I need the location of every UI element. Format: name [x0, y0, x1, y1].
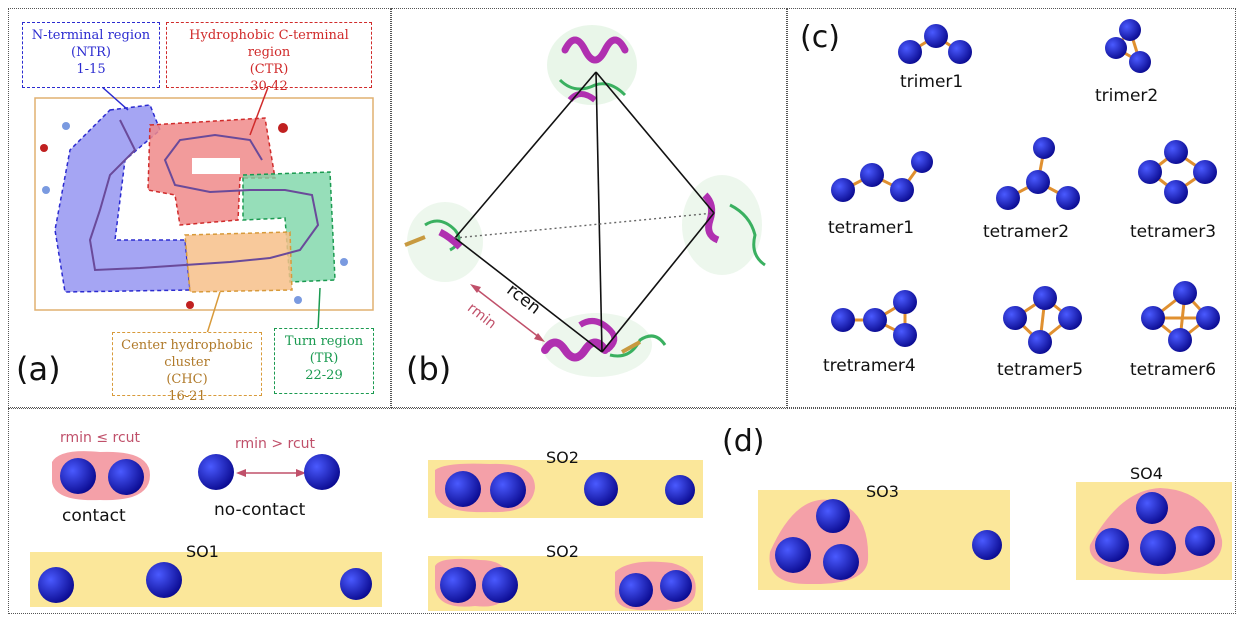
ctr-title: Hydrophobic C-terminal region: [189, 28, 349, 60]
label-tetramer3: tetramer3: [1130, 222, 1217, 242]
panel-d: [8, 408, 1236, 614]
ntr-title: N-terminal region: [31, 28, 151, 43]
label-tetramer2: tetramer2: [983, 222, 1070, 242]
panel-a-label: (a): [16, 350, 61, 388]
panel-b: [391, 8, 787, 408]
contact-condition: rmin ≤ rcut: [60, 430, 141, 446]
tr-label-box: Turn region (TR) 22-29: [274, 328, 374, 394]
label-trimer1: trimer1: [900, 72, 964, 92]
label-tretramer4: tretramer4: [823, 356, 916, 376]
panel-c-label: (c): [800, 20, 840, 55]
ctr-range: 30-42: [250, 79, 288, 94]
so2b-label: SO2: [546, 542, 579, 561]
so2a-label: SO2: [546, 448, 579, 467]
label-tetramer1: tetramer1: [828, 218, 915, 238]
chc-abbr: (CHC): [166, 372, 208, 387]
ntr-label-box: N-terminal region (NTR) 1-15: [22, 22, 160, 88]
panel-c: [787, 8, 1236, 408]
ctr-abbr: (CTR): [249, 62, 289, 77]
ntr-range: 1-15: [76, 62, 106, 77]
tr-title: Turn region: [284, 334, 364, 349]
chc-title: Center hydrophobic cluster: [121, 338, 253, 370]
tr-abbr: (TR): [309, 351, 339, 366]
label-tetramer6: tetramer6: [1130, 360, 1217, 380]
chc-range: 16-21: [168, 389, 206, 404]
panel-b-label: (b): [406, 350, 452, 388]
panel-a: [8, 8, 391, 408]
panel-d-label: (d): [722, 424, 765, 459]
so4-label: SO4: [1130, 464, 1163, 483]
so3-label: SO3: [866, 482, 899, 501]
no-contact-label: no-contact: [214, 500, 306, 520]
chc-label-box: Center hydrophobic cluster (CHC) 16-21: [112, 332, 262, 404]
label-tetramer5: tetramer5: [997, 360, 1084, 380]
contact-label: contact: [62, 506, 126, 526]
ntr-abbr: (NTR): [71, 45, 111, 60]
so1-label: SO1: [186, 542, 219, 561]
ctr-label-box: Hydrophobic C-terminal region (CTR) 30-4…: [166, 22, 372, 94]
label-trimer2: trimer2: [1095, 86, 1159, 106]
tr-range: 22-29: [305, 368, 343, 383]
nocontact-condition: rmin > rcut: [235, 436, 316, 452]
